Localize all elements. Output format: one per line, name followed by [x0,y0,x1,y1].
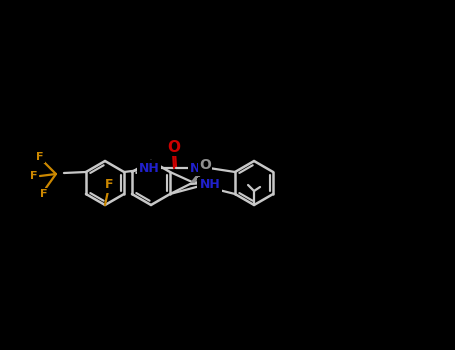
Text: O: O [199,158,211,172]
Text: NH: NH [139,161,159,175]
Text: O: O [167,140,181,154]
Text: F: F [105,178,113,191]
Text: NH: NH [199,180,219,193]
Text: NH: NH [190,161,210,175]
Text: F: F [36,152,44,162]
Text: F: F [40,189,48,199]
Text: F: F [30,171,38,181]
Text: NH: NH [200,178,220,191]
